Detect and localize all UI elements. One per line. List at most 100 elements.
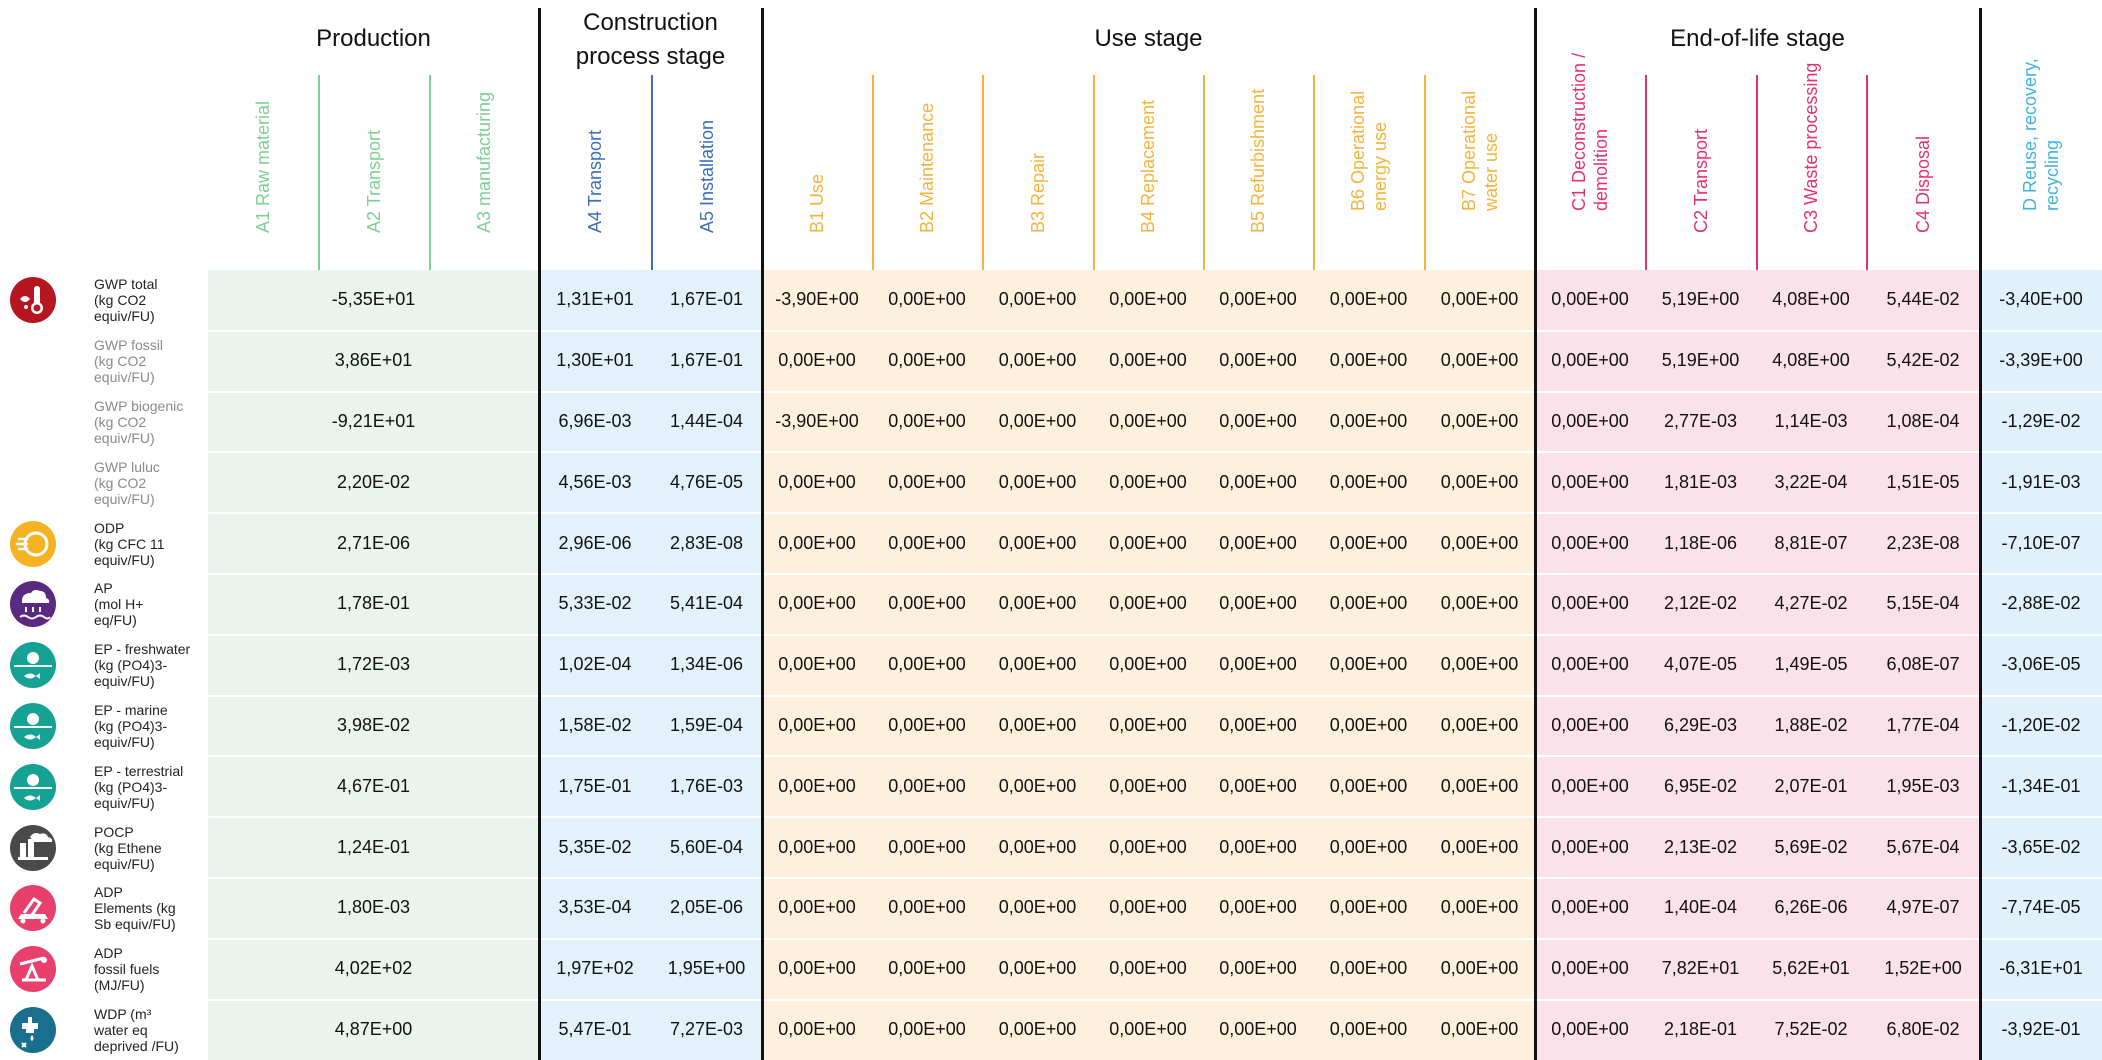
table-cell: -3,92E-01 (2001, 1019, 2081, 1039)
table-cell: 6,26E-06 (1774, 897, 1848, 918)
module-divider (1756, 75, 1758, 270)
table-cell: 1,88E-02 (1774, 715, 1848, 735)
oil-pump-icon (10, 946, 56, 993)
table-cell: 1,77E-04 (1886, 715, 1960, 735)
table-cell: 1,72E-03 (336, 654, 411, 675)
table-cell: 0,00E+00 (1219, 411, 1297, 431)
table-cell: 0,00E+00 (1109, 1019, 1187, 1039)
table-cell: 6,95E-02 (1663, 775, 1738, 796)
table-cell: 0,00E+00 (778, 775, 856, 796)
table-cell: 0,00E+00 (888, 775, 966, 796)
ozone-icon (10, 520, 56, 567)
table-cell: 0,00E+00 (1109, 471, 1187, 492)
eutrophication-icon (10, 642, 56, 689)
module-header-b2: B2 Maintenance (872, 75, 982, 255)
row-separator (208, 573, 2102, 575)
table-cell: 0,00E+00 (1219, 958, 1297, 979)
module-header-b7: B7 Operational water use (1424, 75, 1535, 255)
row-label-indicator: EP - terrestrial (kg (PO4)3- equiv/FU) (94, 762, 184, 811)
table-cell: 0,00E+00 (998, 350, 1077, 371)
table-cell: 0,00E+00 (1329, 471, 1408, 492)
row-separator (208, 755, 2102, 758)
table-cell: 0,00E+00 (1329, 532, 1408, 553)
stage-divider (538, 8, 541, 1060)
stage-band-construction (539, 270, 762, 1060)
table-cell: 0,00E+00 (998, 289, 1077, 310)
table-cell: 1,30E+01 (556, 350, 634, 371)
table-cell: 5,69E-02 (1774, 836, 1848, 857)
table-cell: 2,23E-08 (1886, 532, 1960, 553)
table-cell: 0,00E+00 (1329, 836, 1408, 857)
table-cell: 0,00E+00 (1440, 654, 1519, 675)
table-cell: 0,00E+00 (1219, 654, 1297, 675)
stage-divider (761, 8, 764, 1060)
table-cell: 6,80E-02 (1886, 1019, 1960, 1039)
row-label-indicator: ODP (kg CFC 11 equiv/FU) (94, 519, 165, 568)
table-cell: 5,42E-02 (1886, 350, 1960, 371)
table-cell: 6,08E-07 (1886, 654, 1960, 675)
eutrophication-icon (10, 703, 56, 749)
table-cell: -2,88E-02 (2001, 593, 2081, 614)
module-label: A5 Installation (696, 119, 717, 233)
stage-band-d (1980, 270, 2102, 1060)
module-header-a4: A4 Transport (539, 75, 651, 255)
table-cell: 0,00E+00 (998, 532, 1077, 553)
eutrophication-icon (10, 763, 56, 810)
thermometer-icon (10, 277, 56, 324)
table-cell: 0,00E+00 (1440, 775, 1519, 796)
row-label-indicator: ADP fossil fuels (MJ/FU) (94, 945, 160, 994)
row-label-indicator: WDP (m³ water eq deprived /FU) (94, 1006, 179, 1054)
table-cell: 5,47E-01 (558, 1019, 632, 1039)
smog-icon (10, 824, 56, 871)
water-tap-icon (10, 1007, 56, 1053)
module-label: B4 Replacement (1138, 99, 1158, 233)
table-cell: 4,67E-01 (336, 775, 411, 796)
module-divider (872, 75, 874, 270)
row-separator (208, 998, 2102, 1001)
module-header-d: D Reuse, recovery, recycling (1980, 58, 2102, 255)
module-divider (651, 75, 653, 270)
module-header-b1: B1 Use (762, 75, 872, 255)
table-cell: 1,08E-04 (1886, 411, 1960, 431)
table-cell: 0,00E+00 (1329, 958, 1408, 979)
table-cell: 4,02E+02 (334, 958, 413, 979)
table-cell: 0,00E+00 (1551, 654, 1629, 675)
table-cell: 0,00E+00 (1219, 775, 1297, 796)
table-cell: 4,56E-03 (558, 471, 632, 492)
table-cell: 3,22E-04 (1774, 471, 1848, 492)
stage-title-use: Use stage (1094, 25, 1203, 52)
module-divider (318, 75, 320, 270)
table-cell: 2,83E-08 (669, 532, 744, 553)
table-cell: 0,00E+00 (1329, 411, 1408, 431)
module-label: C4 Disposal (1913, 135, 1933, 233)
module-header-c2: C2 Transport (1645, 75, 1756, 255)
table-cell: 0,00E+00 (1551, 593, 1629, 614)
table-cell: 4,87E+00 (334, 1019, 413, 1039)
table-cell: 0,00E+00 (1440, 958, 1519, 979)
table-cell: 5,67E-04 (1886, 836, 1960, 857)
table-cell: 5,15E-04 (1886, 593, 1960, 614)
table-cell: 0,00E+00 (1219, 836, 1297, 857)
table-cell: 0,00E+00 (1329, 775, 1408, 796)
module-header-b6: B6 Operational energy use (1313, 75, 1424, 255)
table-cell: 2,96E-06 (558, 532, 632, 553)
module-header-a5: A5 Installation (651, 75, 762, 255)
table-cell: 1,18E-06 (1663, 532, 1738, 553)
table-cell: 0,00E+00 (1109, 350, 1187, 371)
table-cell: 5,19E+00 (1661, 289, 1740, 310)
module-divider (1866, 75, 1868, 270)
table-cell: 1,34E-06 (669, 654, 744, 675)
module-header-c3: C3 Waste processing (1756, 63, 1866, 255)
table-cell: 0,00E+00 (1219, 1019, 1297, 1039)
table-cell: 0,00E+00 (1109, 654, 1187, 675)
table-cell: 1,67E-01 (669, 289, 744, 310)
table-cell: -3,65E-02 (2001, 836, 2081, 857)
module-header-a1: A1 Raw material (208, 75, 318, 255)
table-cell: 5,33E-02 (558, 593, 632, 614)
table-cell: 4,08E+00 (1772, 350, 1850, 371)
table-cell: 0,00E+00 (778, 958, 856, 979)
table-cell: 0,00E+00 (888, 289, 966, 310)
table-cell: 4,08E+00 (1772, 289, 1850, 310)
table-cell: 0,00E+00 (1109, 593, 1187, 614)
